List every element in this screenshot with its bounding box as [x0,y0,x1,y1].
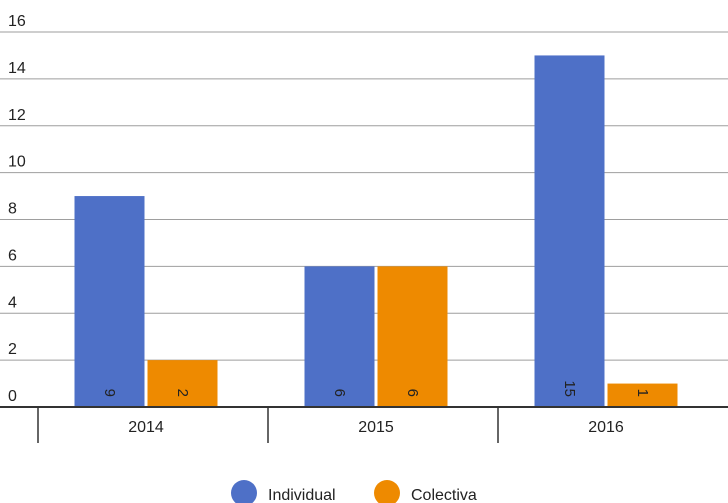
data-label-individual-2016: 15 [561,380,578,397]
data-label-individual-2014: 9 [101,389,118,397]
y-tick-label: 12 [8,107,26,124]
data-labels: 9 2 6 6 15 1 [101,380,651,397]
legend-label-individual: Individual [268,487,336,503]
y-tick-label: 2 [8,341,17,358]
bar-colectiva-2015 [377,266,448,407]
y-tick-label: 14 [8,60,26,77]
x-tick-label: 2015 [358,419,394,436]
x-axis: 2014 2015 2016 [0,406,728,443]
data-label-individual-2015: 6 [331,389,348,397]
y-tick-label: 0 [8,388,17,405]
y-tick-label: 16 [8,13,26,30]
y-tick-label: 4 [8,294,17,311]
x-tick-label: 2016 [588,419,624,436]
bar-colectiva-2016 [607,383,678,407]
y-tick-label: 10 [8,154,26,171]
legend-swatch-individual [231,480,257,503]
x-tick-label: 2014 [128,419,164,436]
y-tick-label: 8 [8,201,17,218]
y-axis-tick-labels: 0 2 4 6 8 10 12 14 16 [8,13,26,405]
bar-individual-2014 [74,196,145,407]
legend: Individual Colectiva [231,480,477,503]
data-label-colectiva-2016: 1 [634,389,651,397]
legend-swatch-colectiva [374,480,400,503]
data-label-colectiva-2014: 2 [174,389,191,397]
y-tick-label: 6 [8,247,17,264]
data-label-colectiva-2015: 6 [404,389,421,397]
legend-label-colectiva: Colectiva [411,487,477,503]
bar-colectiva-2014 [147,360,218,407]
bar-individual-2016 [534,55,605,407]
bar-individual-2015 [304,266,375,407]
bars [74,55,678,407]
